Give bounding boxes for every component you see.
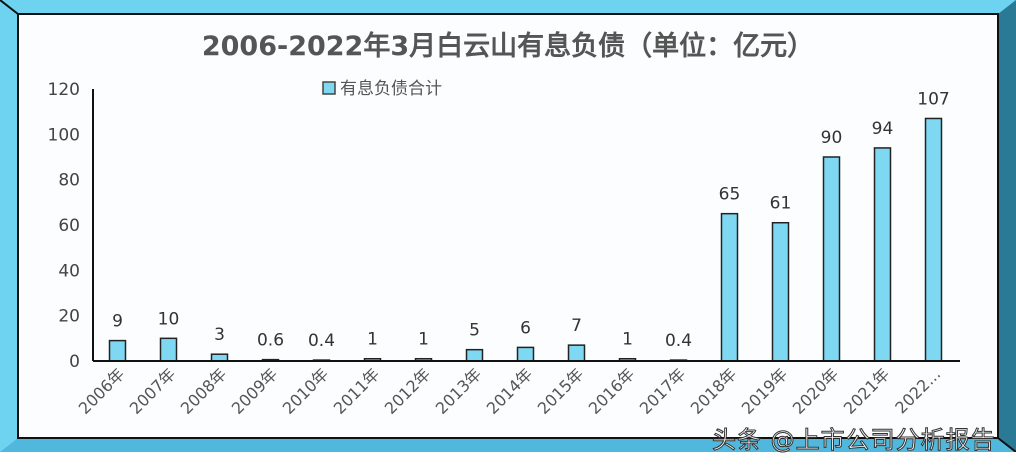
x-tick-label: 2018年 <box>687 364 741 418</box>
data-label: 94 <box>872 119 894 139</box>
bar <box>873 147 892 362</box>
data-label: 61 <box>770 194 792 214</box>
data-label: 90 <box>821 128 843 148</box>
data-label: 9 <box>112 312 123 332</box>
data-label: 1 <box>418 330 429 350</box>
data-label: 0.6 <box>257 331 284 351</box>
x-tick-label: 2017年 <box>636 364 690 418</box>
y-tick-label: 0 <box>69 352 80 372</box>
x-tick-label: 2015年 <box>534 364 588 418</box>
legend-swatch <box>322 81 336 95</box>
y-tick-label: 60 <box>58 216 80 236</box>
x-tick-label: 2006年 <box>75 364 129 418</box>
bar <box>516 346 535 362</box>
x-tick-label: 2007年 <box>126 364 180 418</box>
data-label: 7 <box>571 316 582 336</box>
x-tick-label: 2009年 <box>228 364 282 418</box>
x-tick-label: 2019年 <box>738 364 792 418</box>
data-label: 5 <box>469 321 480 341</box>
x-tick-label: 2021年 <box>840 364 894 418</box>
x-tick-label: 2022... <box>891 364 944 417</box>
bar <box>108 339 127 362</box>
data-label: 0.4 <box>665 331 692 351</box>
bar <box>720 212 739 362</box>
data-label: 1 <box>367 330 378 350</box>
x-tick-label: 2016年 <box>585 364 639 418</box>
data-label: 65 <box>719 185 741 205</box>
data-label: 0.4 <box>308 331 335 351</box>
x-tick-label: 2011年 <box>330 364 384 418</box>
y-tick-label: 100 <box>48 125 80 145</box>
bar <box>159 337 178 362</box>
data-label: 3 <box>214 325 225 345</box>
bar <box>465 348 484 362</box>
chart-title: 2006-2022年3月白云山有息负债（单位：亿元） <box>202 30 814 62</box>
x-tick-label: 2013年 <box>432 364 486 418</box>
bar <box>771 221 790 362</box>
x-tick-label: 2012年 <box>381 364 435 418</box>
bar <box>210 353 229 362</box>
legend-label: 有息负债合计 <box>340 79 442 99</box>
data-label: 107 <box>917 89 949 109</box>
x-tick-label: 2020年 <box>789 364 843 418</box>
x-tick-label: 2010年 <box>279 364 333 418</box>
watermark: 头条 @上市公司分析报告 <box>712 426 996 455</box>
data-label: 6 <box>520 318 531 338</box>
data-label: 1 <box>622 330 633 350</box>
bar <box>567 344 586 362</box>
y-tick-label: 40 <box>58 261 80 281</box>
y-tick-label: 20 <box>58 307 80 327</box>
bar <box>822 156 841 362</box>
x-tick-label: 2008年 <box>177 364 231 418</box>
data-label: 10 <box>158 309 180 329</box>
y-tick-label: 80 <box>58 171 80 191</box>
bar <box>924 117 943 362</box>
x-tick-label: 2014年 <box>483 364 537 418</box>
y-tick-label: 120 <box>48 80 80 100</box>
